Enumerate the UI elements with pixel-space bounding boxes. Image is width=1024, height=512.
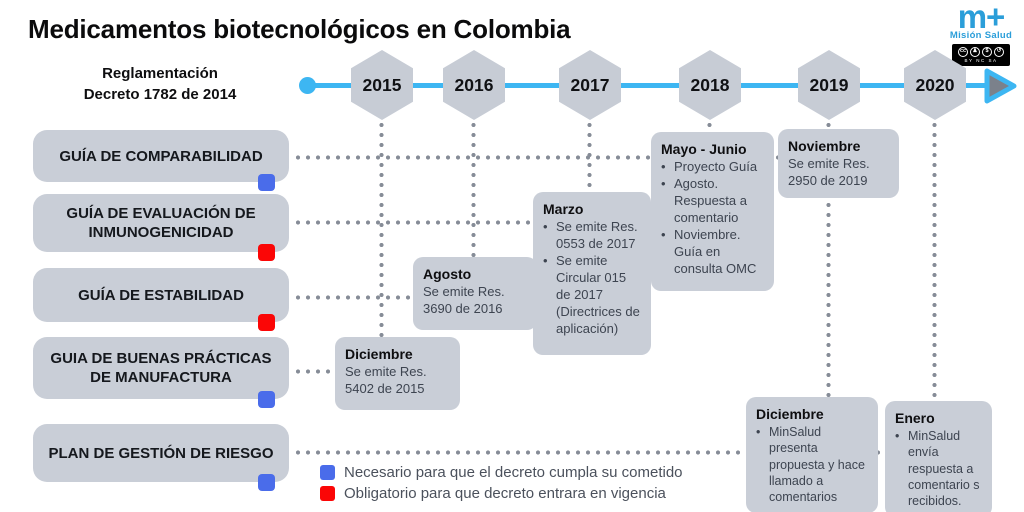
legend: Necesario para que el decreto cumpla su … — [320, 464, 683, 502]
guide-box-comparabilidad: GUÍA DE COMPARABILIDAD — [33, 130, 289, 191]
guide-marker — [258, 174, 275, 191]
year-hexagon-2016: 2016 — [443, 50, 505, 120]
year-hexagon-2015: 2015 — [351, 50, 413, 120]
legend-label: Obligatorio para que decreto entrara en … — [344, 485, 666, 502]
connector-comparabilidad — [293, 155, 780, 160]
event-month: Enero — [895, 410, 935, 426]
legend-row-blue: Necesario para que el decreto cumpla su … — [320, 464, 683, 481]
guide-marker — [258, 391, 275, 408]
year-hexagon-2019: 2019 — [798, 50, 860, 120]
legend-red-square-icon — [320, 486, 335, 501]
cc-license-text: BY NC SA — [964, 58, 998, 63]
event-bullet: Proyecto Guía — [661, 159, 764, 176]
event-enero-2020: Enero MinSalud envía respuesta a comenta… — [885, 401, 992, 512]
guide-marker — [258, 314, 275, 331]
year-label: 2020 — [915, 74, 955, 95]
connector-2015 — [379, 120, 384, 338]
connector-inmunogenicidad — [293, 220, 535, 225]
guide-label: GUÍA DE ESTABILIDAD — [78, 286, 244, 304]
year-label: 2016 — [454, 74, 494, 95]
event-bullet: Se emite Res. 0553 de 2017 — [543, 219, 641, 253]
event-marzo-2017: Marzo Se emite Res. 0553 de 2017 Se emit… — [533, 192, 651, 355]
guide-box-plan-gestion: PLAN DE GESTIÓN DE RIESGO — [33, 424, 289, 491]
event-bullet: Agosto. Respuesta a comentario — [661, 176, 764, 227]
event-bullet: MinSalud envía respuesta a comentario s … — [895, 428, 982, 509]
timeline-line — [308, 83, 992, 88]
sa-icon: ↺ — [994, 47, 1004, 57]
event-mayo-junio-2018: Mayo - Junio Proyecto Guía Agosto. Respu… — [651, 132, 774, 291]
year-label: 2018 — [690, 74, 730, 95]
guide-label: PLAN DE GESTIÓN DE RIESGO — [48, 444, 274, 462]
connector-buenas-practicas — [293, 369, 337, 374]
by-icon: ♟ — [970, 47, 980, 57]
event-month: Noviembre — [788, 138, 861, 154]
guide-box-estabilidad: GUÍA DE ESTABILIDAD — [33, 268, 289, 331]
mision-salud-logo-icon: m+ — [957, 0, 1006, 35]
regulation-label: Reglamentación Decreto 1782 de 2014 — [55, 63, 265, 105]
event-month: Agosto — [423, 266, 472, 282]
guide-label: GUÍA DE EVALUACIÓN DE INMUNOGENICIDAD — [66, 205, 256, 241]
regulation-line1: Reglamentación — [102, 65, 218, 82]
connector-plan-gestion — [293, 450, 890, 455]
legend-row-red: Obligatorio para que decreto entrara en … — [320, 485, 683, 502]
event-diciembre-2019: Diciembre MinSalud presenta propuesta y … — [746, 397, 878, 512]
brand-block: m+ Misión Salud cc ♟ $ ↺ BY NC SA — [948, 0, 1014, 66]
creative-commons-badge: cc ♟ $ ↺ BY NC SA — [952, 44, 1010, 66]
connector-2018 — [707, 120, 712, 135]
guide-marker — [258, 474, 275, 491]
event-text: Se emite Res. 5402 de 2015 — [345, 364, 427, 397]
year-hexagon-2018: 2018 — [679, 50, 741, 120]
event-text: Se emite Res. 2950 de 2019 — [788, 156, 870, 189]
timeline-arrow-icon — [983, 66, 1019, 111]
year-label: 2019 — [809, 74, 849, 95]
event-bullet: Noviembre. Guía en consulta OMC — [661, 227, 764, 278]
guide-label: GUÍA DE COMPARABILIDAD — [59, 147, 263, 165]
event-month: Marzo — [543, 201, 584, 217]
cc-icon: cc — [958, 47, 968, 57]
legend-label: Necesario para que el decreto cumpla su … — [344, 464, 683, 481]
guide-marker — [258, 244, 275, 261]
year-label: 2015 — [362, 74, 402, 95]
event-diciembre-2015: Diciembre Se emite Res. 5402 de 2015 — [335, 337, 460, 410]
mision-salud-logo-text: Misión Salud — [949, 30, 1013, 41]
connector-2020 — [932, 120, 937, 402]
nc-icon: $ — [982, 47, 992, 57]
guide-box-inmunogenicidad: GUÍA DE EVALUACIÓN DE INMUNOGENICIDAD — [33, 194, 289, 261]
event-month: Mayo - Junio — [661, 141, 747, 157]
guide-box-buenas-practicas: GUIA DE BUENAS PRÁCTICAS DE MANUFACTURA — [33, 337, 289, 408]
page-title: Medicamentos biotecnológicos en Colombia — [28, 14, 571, 44]
event-text: Se emite Res. 3690 de 2016 — [423, 284, 505, 317]
connector-2016 — [471, 120, 476, 258]
event-agosto-2016: Agosto Se emite Res. 3690 de 2016 — [413, 257, 537, 330]
legend-blue-square-icon — [320, 465, 335, 480]
event-month: Diciembre — [345, 346, 413, 362]
regulation-line2: Decreto 1782 de 2014 — [83, 86, 237, 103]
event-bullet: Se emite Circular 015 de 2017 (Directric… — [543, 253, 641, 337]
connector-2019 — [826, 120, 831, 398]
timeline-start-dot — [299, 77, 316, 94]
event-month: Diciembre — [756, 406, 824, 422]
connector-2017 — [587, 120, 592, 195]
guide-label: GUIA DE BUENAS PRÁCTICAS DE MANUFACTURA — [50, 350, 272, 386]
year-label: 2017 — [570, 74, 610, 95]
event-bullet: MinSalud presenta propuesta y hace llama… — [756, 424, 868, 505]
connector-estabilidad — [293, 295, 415, 300]
year-hexagon-2017: 2017 — [559, 50, 621, 120]
event-noviembre-2019: Noviembre Se emite Res. 2950 de 2019 — [778, 129, 899, 198]
